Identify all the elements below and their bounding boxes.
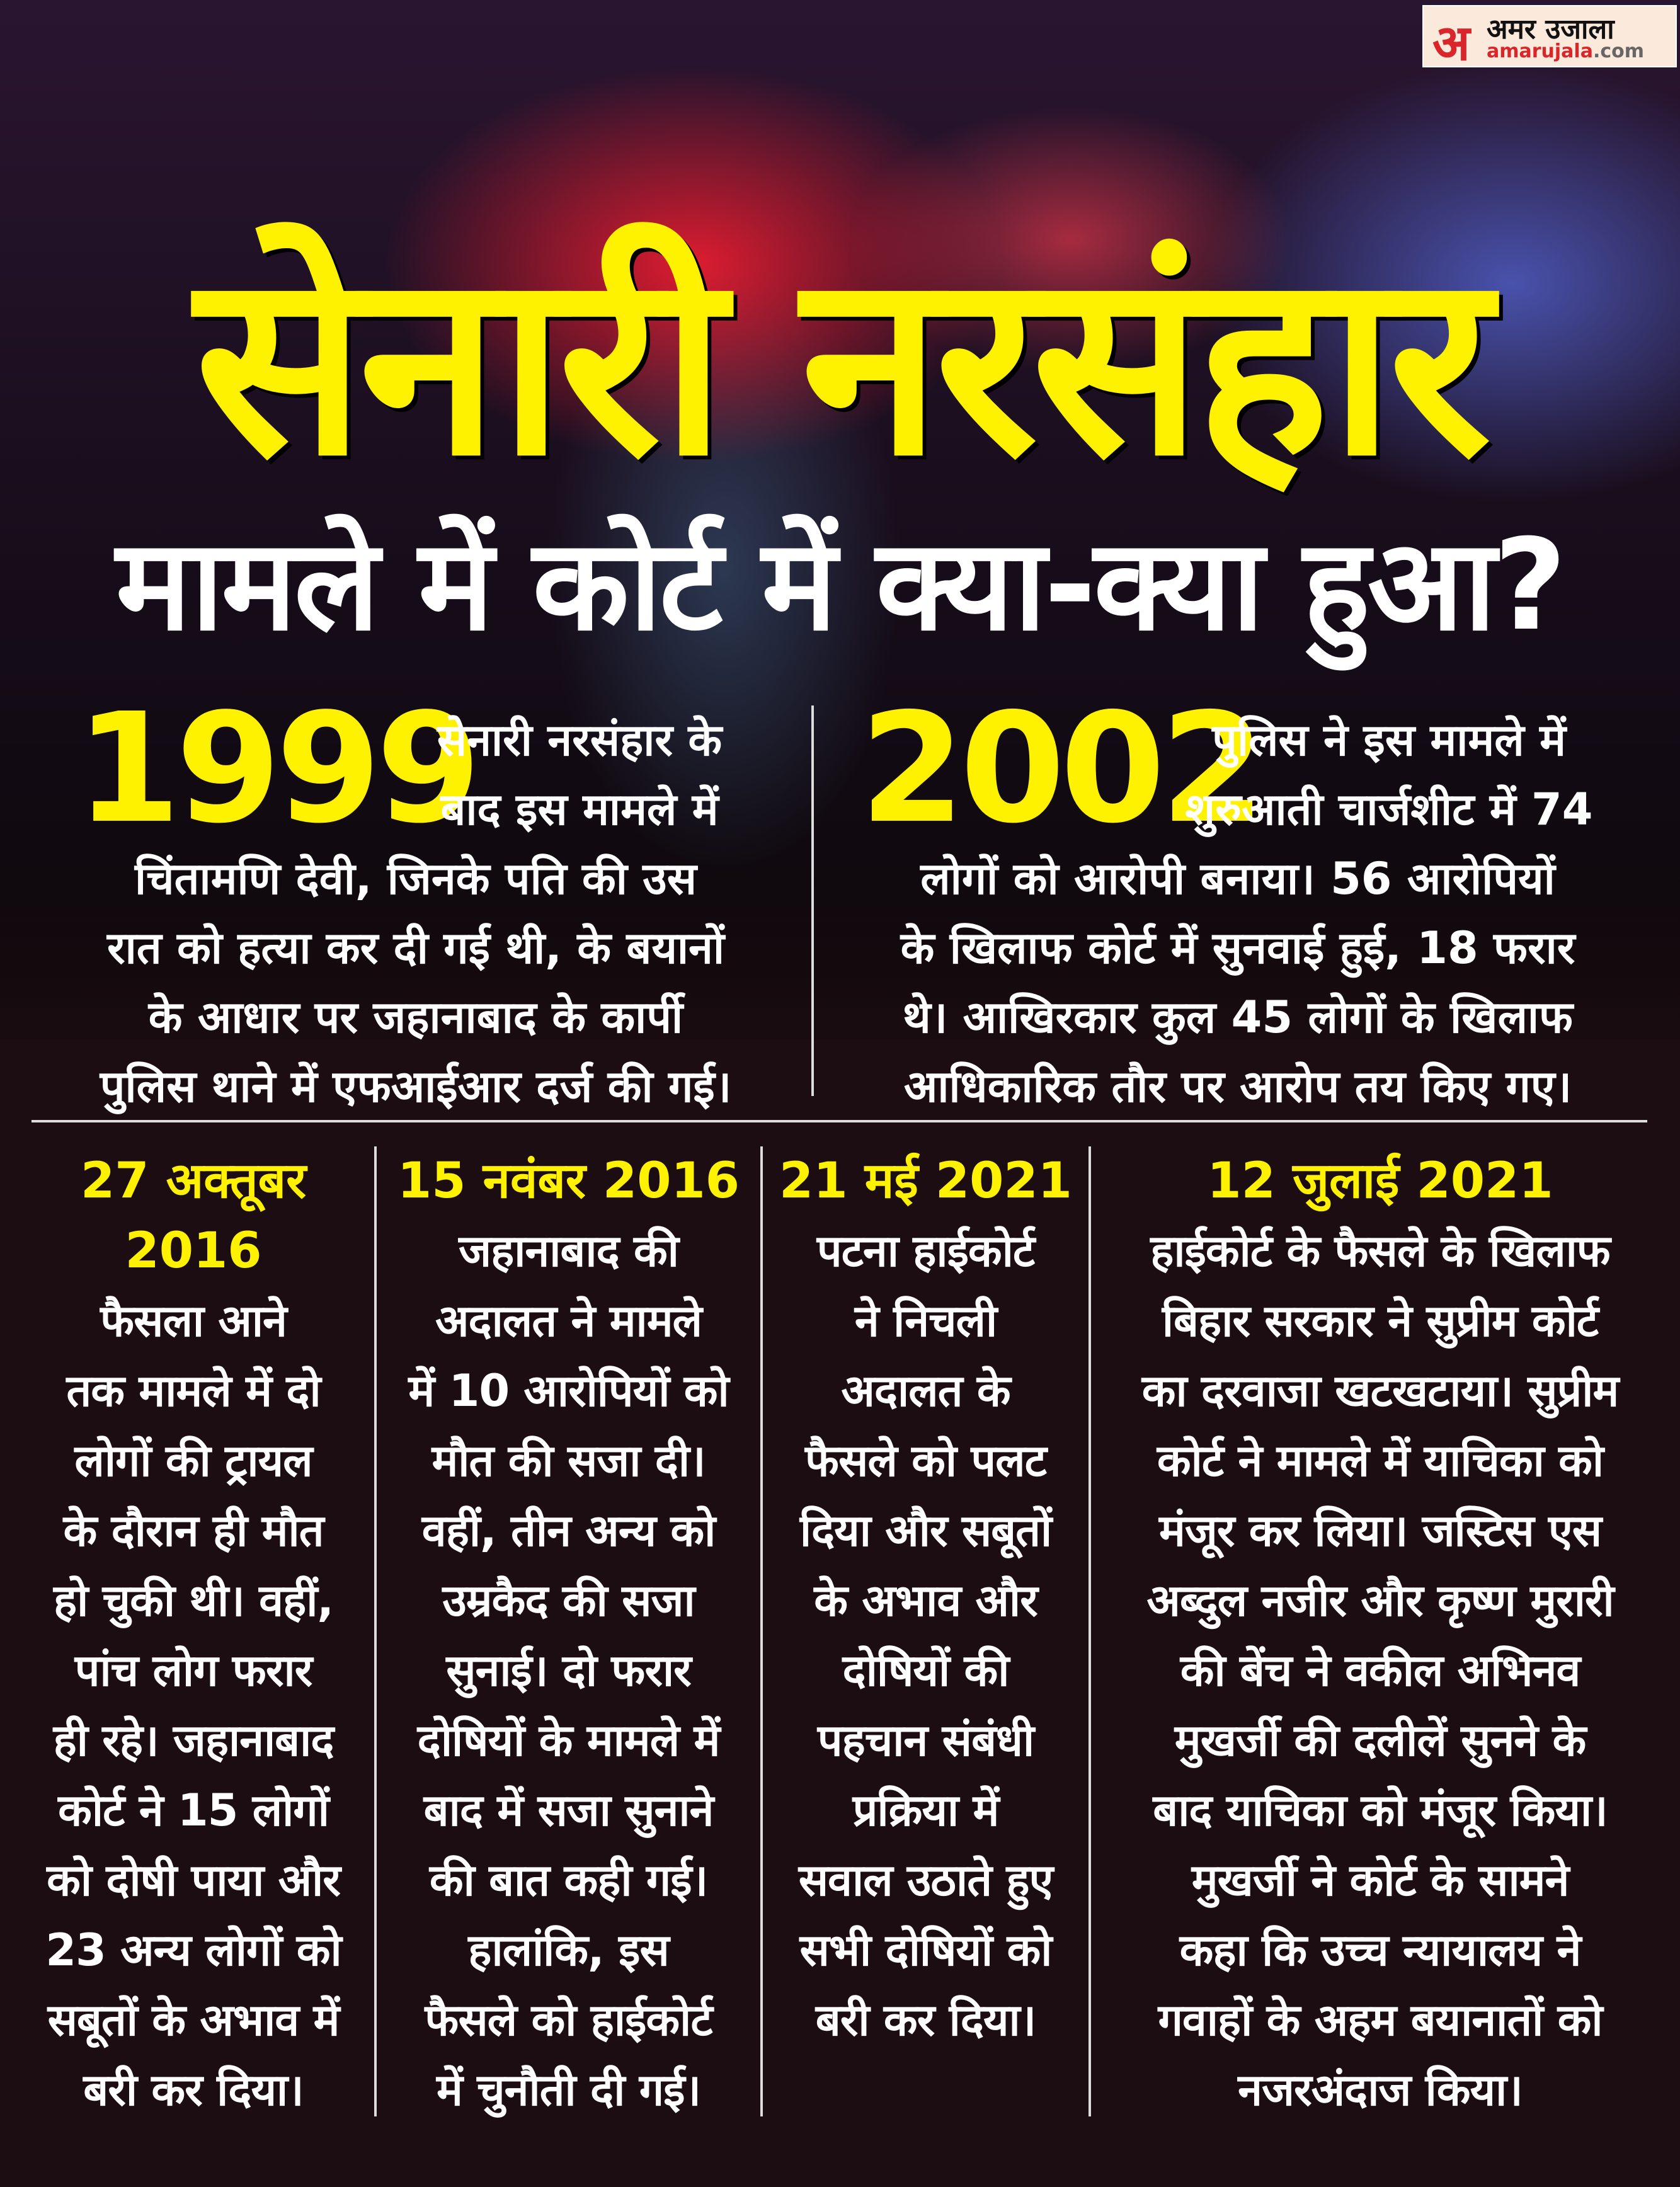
hero-fade [0,882,1680,1071]
text-line: पटना हाईकोर्ट [816,1225,1035,1277]
column-divider [374,1146,377,2116]
text-line: ही रहे। जहानाबाद [53,1715,334,1766]
timeline-date: 21 मई 2021 [779,1153,1072,1209]
text-line: मंजूर कर लिया। जस्टिस एस [1158,1505,1602,1556]
timeline-column-may-2021: 21 मई 2021 पटना हाईकोर्ट ने निचली अदालत के फ… [763,1146,1089,2055]
text-line: प्रक्रिया में [852,1784,1000,1836]
text-line: मौत की सजा दी। [431,1435,706,1487]
timeline-date: 15 नवंबर 2016 [397,1153,740,1209]
text-line: बाद में सजा सुनाने [423,1784,714,1836]
column-divider [760,1146,763,2116]
text-line: जहानाबाद की [459,1225,679,1277]
text-line: तक मामले में दो [66,1365,321,1417]
text-line: पुलिस ने इस मामले में [1212,714,1566,766]
text-line: हो चुकी थी। वहीं, [54,1575,334,1626]
text-line: चिंतामणि देवी, जिनके पति की उस [135,853,697,905]
text-line: अब्दुल नजीर और कृष्ण मुरारी [1146,1575,1614,1626]
text-line: पांच लोग फरार [74,1645,312,1696]
text-line: उम्रकैद की सजा [442,1575,695,1626]
text-line: लोगों को आरोपी बनाया। 56 आरोपियों [920,853,1555,905]
text-line: बाद याचिका को मंजूर किया। [1153,1784,1608,1836]
text-line: दिया और सबूतों [799,1505,1052,1556]
column-divider [811,705,814,1096]
text-line: सवाल उठाते हुए [798,1854,1054,1906]
text-line: रात को हत्या कर दी गई थी, के बयानों [106,922,725,974]
text-line: गवाहों के अहम बयानातों को [1158,1994,1603,2046]
text-line: को दोषी पाया और [47,1854,341,1906]
text-line: सुनाई। दो फरार [446,1645,692,1696]
text-line: 23 अन्य लोगों को [45,1924,341,1976]
amar-ujala-logo: अ अमर उजाला amarujala.com [1422,5,1677,72]
text-line: के खिलाफ कोर्ट में सुनवाई हुई, 18 फरार [900,922,1575,974]
text-line: कोर्ट ने 15 लोगों [58,1784,329,1836]
text-line: नजरअंदाज किया। [1238,2064,1523,2116]
text-line: पुलिस थाने में एफआईआर दर्ज की गई। [100,1061,732,1112]
section-divider [31,1120,1647,1122]
text-line: सभी दोषियों को [799,1924,1053,1976]
column-divider [1089,1146,1091,2116]
text-line: हाईकोर्ट के फैसले के खिलाफ [1150,1225,1611,1277]
text-line: बरी कर दिया। [815,1994,1036,2046]
timeline-column-jul-2021: 12 जुलाई 2021 हाईकोर्ट के फैसले के खिलाफ ब… [1091,1146,1669,2125]
text-line: लोगों की ट्रायल [74,1435,312,1487]
text-line: फैसले को पलट [805,1435,1047,1487]
text-line: दोषियों के मामले में [417,1715,721,1766]
text-line: के अभाव और [814,1575,1037,1626]
text-line: हालांकि, इस [468,1924,669,1976]
text-line: मुखर्जी की दलीलें सुनने के [1174,1715,1587,1766]
text-line: सबूतों के अभाव में [47,1994,340,2046]
text-line: अदालत के [841,1365,1010,1417]
text-line: सेनारी नरसंहार के [437,714,723,766]
text-line: के आधार पर जहानाबाद के कार्पी [148,991,683,1043]
text-line: में 10 आरोपियों को [408,1365,729,1417]
text-line: फैसले को हाईकोर्ट [425,1994,712,2046]
headline: सेनारी नरसंहार [195,219,1491,511]
text-line: के दौरान ही मौत [63,1505,324,1556]
logo-domain: amarujala [1487,40,1593,62]
year-2002: 2002 [860,680,1266,857]
text-line: बरी कर दिया। [83,2064,304,2116]
text-line: वहीं, तीन अन्य को [421,1505,716,1556]
text-line: थे। आखिरकार कुल 45 लोगों के खिलाफ [902,991,1574,1043]
text-line: बिहार सरकार ने सुप्रीम कोर्ट [1162,1295,1599,1347]
text-line: की बेंच ने वकील अभिनव [1180,1645,1581,1696]
text-line: ने निचली [854,1295,997,1347]
text-line: मुखर्जी ने कोर्ट के सामने [1191,1854,1570,1906]
text-line: शुरुआती चार्जशीट में 74 [1185,784,1593,835]
text-line: फैसला आने [100,1295,287,1347]
subheadline: मामले में कोर्ट में क्या-क्या हुआ? [115,512,1567,659]
text-line: आधिकारिक तौर पर आरोप तय किए गए। [903,1061,1572,1112]
logo-domain-suffix: .com [1592,40,1645,62]
timeline-column-nov-2016: 15 नवंबर 2016 जहानाबाद की अदालत ने मामले मे… [377,1146,760,2125]
text-line: का दरवाजा खटखटाया। सुप्रीम [1141,1365,1620,1417]
logo-mark: अ [1432,15,1470,72]
text-line: पहचान संबंधी [817,1715,1034,1766]
text-line: कहा कि उच्च न्यायालय ने [1179,1924,1582,1976]
logo-name-hindi: अमर उजाला [1487,13,1614,45]
hero-background-image [0,0,1680,1039]
timeline-date: 12 जुलाई 2021 [1207,1153,1553,1209]
text-line: दोषियों की [842,1645,1010,1696]
year-1999: 1999 [76,680,481,857]
text-line: की बात कही गई। [429,1854,708,1906]
text-line: बाद इस मामले में [440,784,719,835]
text-line: अदालत ने मामले [435,1295,702,1347]
timeline-date: 2016 [125,1223,262,1279]
timeline-column-oct-2016: 27 अक्तूबर 2016 फैसला आने तक मामले में दो लो… [13,1146,374,2125]
logo-name-english: amarujala.com [1487,40,1644,62]
text-line: में चुनौती दी गई। [436,2064,701,2116]
text-line: कोर्ट ने मामले में याचिका को [1157,1435,1604,1487]
timeline-date: 27 अक्तूबर [80,1153,306,1209]
